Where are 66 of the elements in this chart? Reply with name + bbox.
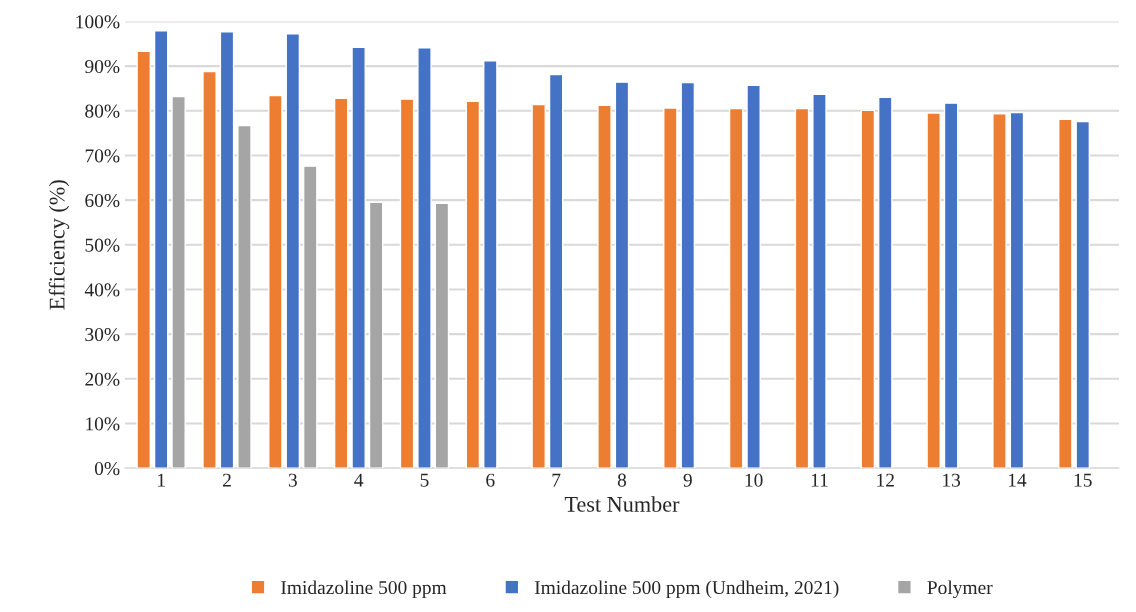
bar	[333, 97, 349, 469]
bar	[663, 107, 678, 469]
y-tick-label: 80%	[85, 104, 120, 118]
y-tick-label: 0%	[94, 462, 120, 476]
legend-label: Polymer	[927, 580, 993, 599]
bar	[237, 124, 252, 469]
bar	[812, 93, 827, 469]
x-tick-label: 4	[354, 473, 364, 487]
x-tick-label: 13	[943, 473, 961, 487]
bar	[399, 98, 415, 469]
bar	[1009, 111, 1025, 469]
bar	[548, 73, 564, 469]
bar	[219, 31, 235, 469]
x-axis-title: Test Number	[564, 496, 680, 512]
bar	[728, 107, 744, 469]
y-tick-label: 100%	[76, 15, 120, 29]
bar	[926, 112, 941, 469]
x-tick-label: 12	[877, 473, 894, 487]
bar	[434, 202, 450, 469]
bar	[302, 165, 318, 469]
y-tick-label: 40%	[84, 283, 120, 297]
x-tick-label: 2	[222, 473, 231, 487]
bar	[136, 50, 151, 469]
y-tick-label: 10%	[86, 417, 120, 431]
bar	[351, 46, 366, 469]
x-tick-label: 15	[1074, 473, 1092, 487]
x-tick-label: 14	[1008, 473, 1027, 487]
bar	[943, 102, 959, 469]
bar	[417, 47, 432, 469]
bar	[1075, 120, 1091, 469]
x-tick-label: 10	[745, 473, 763, 487]
bar	[597, 104, 612, 469]
bar	[153, 30, 169, 469]
x-tick-label: 6	[486, 473, 495, 487]
x-tick-label: 3	[288, 473, 297, 487]
y-tick-label: 30%	[85, 327, 120, 342]
bar	[794, 107, 810, 469]
x-tick-label: 1	[158, 473, 165, 487]
bar	[285, 33, 301, 469]
bar	[465, 100, 481, 469]
legend-label: Imidazoline 500 ppm (Undheim, 2021)	[534, 580, 839, 599]
bar	[860, 109, 876, 469]
y-tick-label: 50%	[85, 238, 120, 252]
x-tick-label: 9	[683, 473, 692, 487]
bar	[171, 95, 186, 469]
bar	[202, 70, 217, 469]
x-tick-label: 11	[811, 473, 828, 487]
bar	[368, 201, 384, 469]
x-tick-label: 8	[617, 473, 627, 487]
bar	[531, 103, 546, 469]
y-tick-label: 20%	[85, 372, 120, 386]
y-tick-label: 90%	[85, 59, 120, 74]
bar	[992, 113, 1007, 469]
bar	[483, 60, 498, 469]
bar	[877, 96, 893, 469]
bar	[746, 84, 761, 469]
bar	[1058, 118, 1073, 469]
y-tick-label: 60%	[85, 193, 120, 208]
y-tick-label: 70%	[85, 149, 120, 163]
bar	[614, 81, 630, 469]
y-axis-title: Efficiency (%)	[48, 180, 70, 310]
legend-label: Imidazoline 500 ppm	[281, 580, 447, 599]
x-tick-label: 7	[552, 473, 561, 487]
x-tick-label: 5	[420, 473, 429, 487]
bar	[680, 81, 696, 469]
bar	[268, 94, 283, 469]
